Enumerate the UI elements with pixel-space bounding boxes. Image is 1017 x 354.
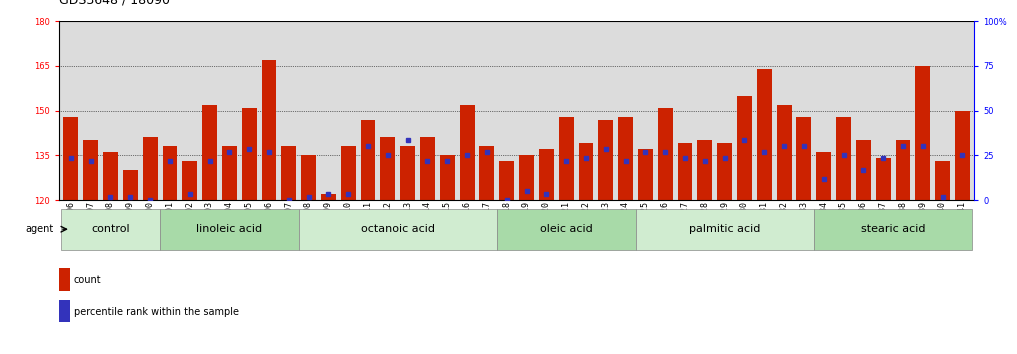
Text: octanoic acid: octanoic acid (361, 224, 434, 234)
Text: GDS3648 / 18090: GDS3648 / 18090 (59, 0, 170, 7)
Bar (222, 147, 237, 200)
Bar (361, 120, 375, 200)
Bar (796, 116, 812, 200)
Bar (401, 147, 415, 200)
Bar (777, 105, 791, 200)
Bar (163, 147, 177, 200)
Bar (497, 209, 636, 250)
Bar (59, 268, 70, 291)
Bar (519, 155, 534, 200)
Bar (698, 141, 712, 200)
Text: control: control (92, 224, 130, 234)
Bar (618, 116, 633, 200)
Bar (160, 209, 299, 250)
Bar (59, 300, 70, 322)
Bar (182, 161, 197, 200)
Bar (499, 161, 515, 200)
Bar (341, 147, 356, 200)
Text: percentile rank within the sample: percentile rank within the sample (73, 307, 239, 317)
Bar (636, 209, 814, 250)
Bar (440, 155, 455, 200)
Bar (955, 110, 970, 200)
Bar (103, 152, 118, 200)
Text: linoleic acid: linoleic acid (196, 224, 262, 234)
Bar (814, 209, 972, 250)
Bar (460, 105, 475, 200)
Bar (420, 137, 435, 200)
Bar (836, 116, 851, 200)
Bar (717, 143, 732, 200)
Bar (817, 152, 831, 200)
Text: oleic acid: oleic acid (540, 224, 593, 234)
Bar (83, 141, 98, 200)
Bar (142, 137, 158, 200)
Bar (896, 141, 910, 200)
Bar (321, 194, 336, 200)
Bar (301, 155, 316, 200)
Bar (123, 170, 137, 200)
Bar (380, 137, 396, 200)
Bar (282, 147, 296, 200)
Text: palmitic acid: palmitic acid (689, 224, 761, 234)
Bar (737, 96, 752, 200)
Bar (61, 209, 160, 250)
Bar (539, 149, 554, 200)
Text: stearic acid: stearic acid (860, 224, 925, 234)
Bar (915, 66, 931, 200)
Text: agent: agent (25, 224, 54, 234)
Bar (598, 120, 613, 200)
Bar (299, 209, 497, 250)
Bar (558, 116, 574, 200)
Bar (261, 60, 277, 200)
Bar (936, 161, 950, 200)
Bar (677, 143, 693, 200)
Bar (242, 108, 256, 200)
Bar (63, 116, 78, 200)
Bar (856, 141, 871, 200)
Bar (876, 158, 891, 200)
Text: count: count (73, 275, 102, 285)
Bar (757, 69, 772, 200)
Bar (202, 105, 217, 200)
Bar (638, 149, 653, 200)
Bar (658, 108, 672, 200)
Bar (479, 147, 494, 200)
Bar (579, 143, 593, 200)
